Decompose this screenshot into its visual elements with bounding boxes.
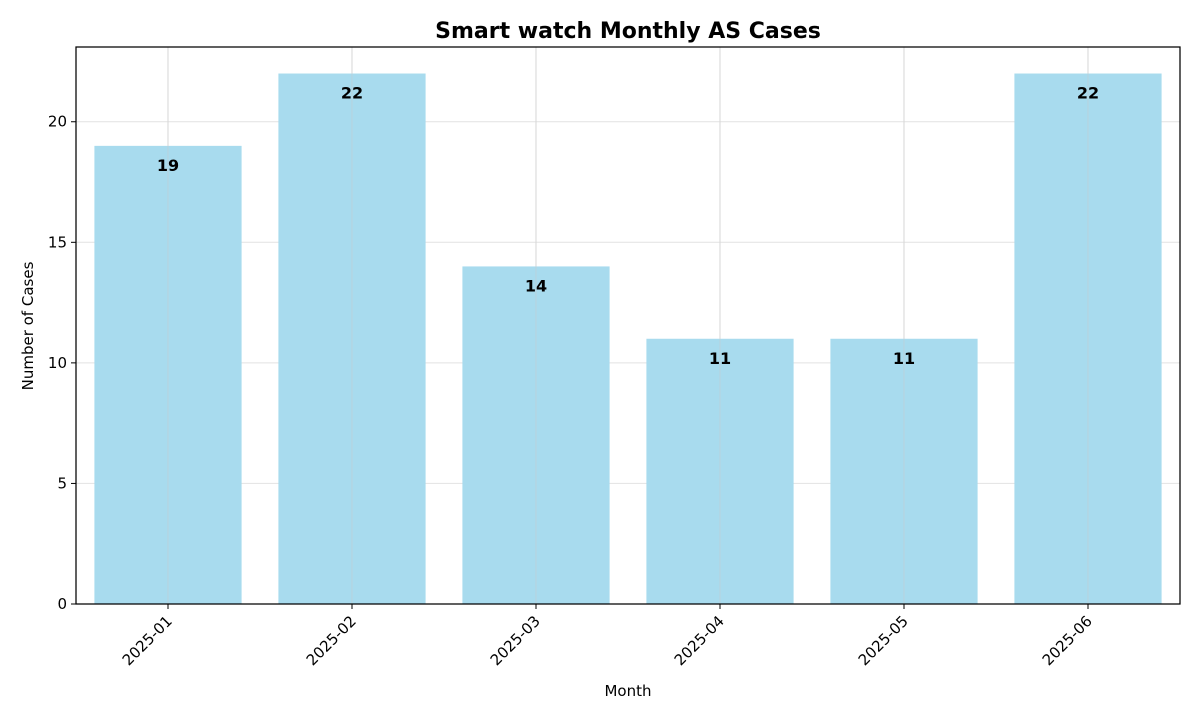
- data-label: 11: [893, 349, 915, 368]
- y-axis-label: Number of Cases: [19, 261, 37, 390]
- x-tick-label: 2025-06: [1039, 612, 1096, 669]
- x-tick-label: 2025-03: [487, 612, 544, 669]
- data-label: 22: [1077, 84, 1099, 103]
- y-tick-label: 20: [48, 113, 67, 131]
- plot-border: [75, 46, 1181, 605]
- data-label: 19: [157, 156, 179, 175]
- x-tick-label: 2025-05: [855, 612, 912, 669]
- x-axis-label: Month: [604, 682, 651, 700]
- chart-title: Smart watch Monthly AS Cases: [435, 19, 821, 44]
- x-tick-label: 2025-02: [303, 612, 360, 669]
- y-tick-label: 5: [57, 474, 67, 492]
- x-tick-label: 2025-04: [671, 612, 728, 669]
- data-labels: 19 22 14 11 11 22: [157, 84, 1099, 368]
- data-label: 14: [525, 276, 547, 295]
- plot-frame: [75, 46, 1181, 605]
- data-label: 11: [709, 349, 731, 368]
- x-tick-label: 2025-01: [119, 612, 176, 669]
- y-tick-label: 0: [57, 595, 67, 613]
- y-tick-label: 10: [48, 354, 67, 372]
- data-label: 22: [341, 84, 363, 103]
- bars: [94, 73, 1162, 605]
- y-tick-label: 15: [48, 233, 67, 251]
